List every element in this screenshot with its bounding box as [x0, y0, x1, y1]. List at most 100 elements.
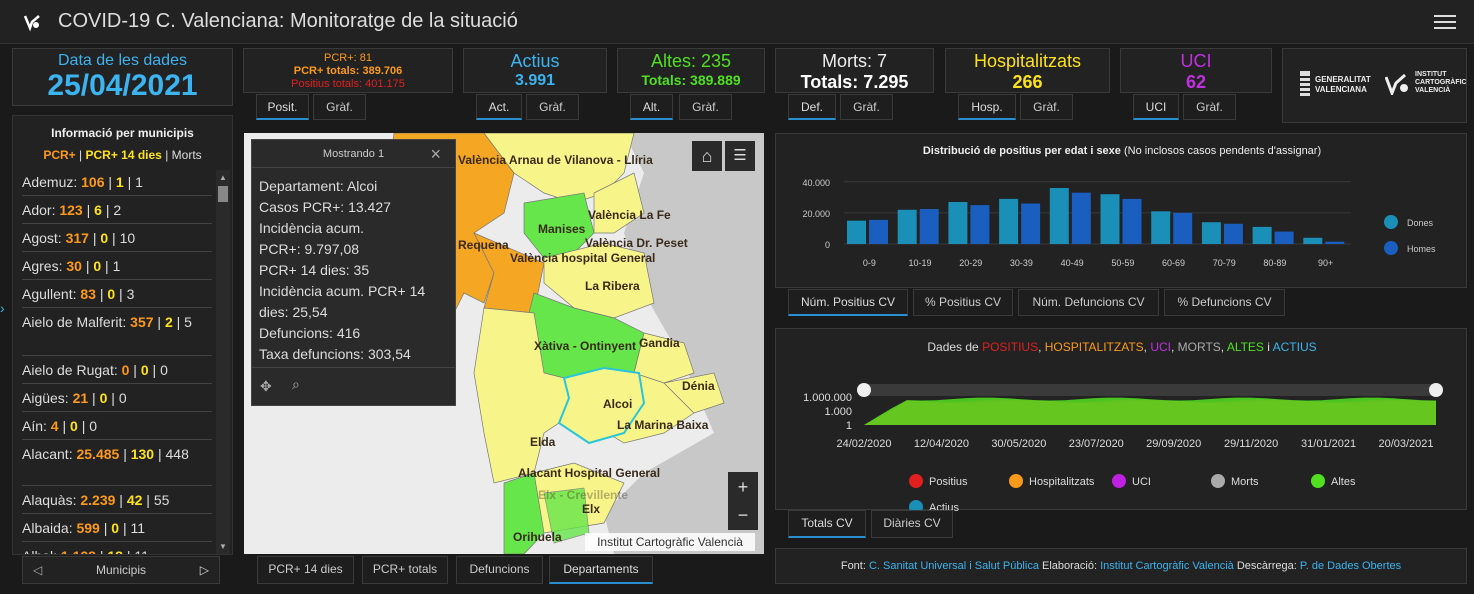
municipi-pcr14: 1 — [115, 174, 124, 190]
municipi-morts: 11 — [134, 548, 149, 554]
municipis-title: Informació per municipis — [51, 126, 194, 140]
municipi-row[interactable]: Ador: 123 | 6 | 2 — [22, 196, 212, 224]
bar-homes — [1223, 223, 1243, 244]
tab-altes-graf[interactable]: Gràf. — [679, 94, 732, 120]
tab-pcr14[interactable]: PCR+ 14 dies — [257, 556, 354, 584]
separator: | — [95, 286, 108, 302]
bar-dones — [847, 220, 866, 244]
legend-dot — [909, 500, 923, 511]
tab-pcr-totals[interactable]: PCR+ totals — [362, 556, 448, 584]
tab-pcr-graf[interactable]: Gràf. — [313, 94, 366, 120]
municipis-scrollbar[interactable]: ▲ ▼ — [216, 170, 230, 554]
scroll-thumb[interactable] — [218, 186, 228, 202]
altes-card: Altes: 235 Totals: 389.889 — [617, 48, 765, 93]
side-expand-icon[interactable]: › — [0, 300, 5, 316]
municipi-pcr14: 42 — [126, 492, 143, 508]
bar-dones — [1100, 194, 1120, 244]
x-tick-label: 80-89 — [1263, 258, 1286, 268]
tab-pct-positius[interactable]: % Positius CV — [913, 289, 1013, 316]
municipi-row[interactable]: Agres: 30 | 0 | 1 — [22, 252, 212, 280]
bar-homes — [1173, 212, 1193, 244]
x-tick-label: 12/04/2020 — [914, 438, 969, 450]
tab-def[interactable]: Def. — [788, 94, 836, 120]
tab-act[interactable]: Act. — [476, 94, 522, 120]
scroll-down-icon[interactable]: ▼ — [219, 542, 227, 551]
link-sanitat[interactable]: C. Sanitat Universal i Salut Pública — [868, 560, 1039, 572]
municipi-name: Alaquàs: — [22, 492, 81, 508]
municipi-pcr: 599 — [76, 520, 100, 536]
tab-totals-cv[interactable]: Totals CV — [788, 510, 866, 538]
hosp-label: Hospitalitzats — [973, 51, 1082, 71]
separator: | — [82, 202, 95, 218]
legend-dot — [909, 474, 923, 488]
municipi-row[interactable]: Alaquàs: 2.239 | 42 | 55 — [22, 486, 212, 514]
x-tick-label: 0-9 — [863, 258, 876, 268]
tab-uci[interactable]: UCI — [1133, 94, 1179, 120]
link-dades-obertes[interactable]: P. de Dades Obertes — [1299, 560, 1402, 572]
tab-pct-defuncions[interactable]: % Defuncions CV — [1164, 289, 1285, 316]
municipi-name: Aigües: — [22, 390, 73, 406]
x-tick-label: 31/01/2021 — [1301, 438, 1356, 450]
tab-num-defuncions[interactable]: Núm. Defuncions CV — [1018, 289, 1159, 316]
municipi-row[interactable]: Agullent: 83 | 0 | 3 — [22, 280, 212, 308]
scroll-up-icon[interactable]: ▲ — [219, 173, 227, 182]
tab-morts-graf[interactable]: Gràf. — [840, 94, 893, 120]
municipis-list[interactable]: Ademuz: 106 | 1 | 1 Ador: 123 | 6 | 2 Agos… — [12, 168, 216, 554]
age-chart-panel: Distribució de positius per edat i sexe … — [775, 133, 1467, 288]
popup-line: dies: 25,54 — [259, 304, 328, 320]
municipi-row[interactable]: Albal: 1.128 | 18 | 11 — [22, 542, 212, 554]
municipi-row[interactable]: Ademuz: 106 | 1 | 1 — [22, 168, 212, 196]
municipi-row[interactable]: Aín: 4 | 0 | 0 — [22, 412, 212, 440]
popup-line: Casos PCR+: 13.427 — [259, 199, 391, 215]
list-icon[interactable]: ☰ — [725, 141, 755, 171]
tab-hosp-graf[interactable]: Gràf. — [1020, 94, 1073, 120]
municipi-pcr14: 130 — [130, 446, 155, 462]
tab-defuncions[interactable]: Defuncions — [456, 556, 543, 584]
morts-totals: Totals: 7.295 — [800, 72, 909, 92]
municipi-row[interactable]: Agost: 317 | 0 | 10 — [22, 224, 212, 252]
bar-homes — [1274, 231, 1294, 244]
separator: | — [172, 314, 185, 330]
tab-alt[interactable]: Alt. — [630, 94, 673, 120]
tab-hosp[interactable]: Hosp. — [958, 94, 1016, 120]
map-label-alacant: Alacant Hospital General — [518, 466, 661, 480]
tab-departaments[interactable]: Departaments — [549, 556, 653, 584]
zoom-to-icon[interactable]: ⌕ — [292, 376, 300, 392]
legend-dot — [1311, 474, 1325, 488]
municipi-row[interactable]: Aielo de Malferit: 357 | 2 | 5 — [22, 308, 212, 356]
prev-arrow-icon[interactable]: ◁ — [33, 563, 43, 577]
next-arrow-icon[interactable]: ▷ — [199, 563, 209, 577]
tab-diaries-cv[interactable]: Diàries CV — [871, 510, 953, 538]
zoom-in-button[interactable]: + — [728, 472, 758, 502]
separator: | — [115, 286, 127, 302]
date-card: Data de les dades 25/04/2021 — [12, 48, 233, 106]
uci-card: UCI 62 — [1120, 48, 1272, 93]
bar-homes — [1122, 198, 1142, 244]
series-area-altes — [864, 397, 1436, 425]
close-icon[interactable]: × — [430, 144, 441, 164]
municipi-row[interactable]: Aigües: 21 | 0 | 0 — [22, 384, 212, 412]
tab-num-positius[interactable]: Núm. Positius CV — [788, 289, 908, 316]
bar-dones — [1151, 211, 1171, 244]
bar-dones — [1252, 226, 1272, 244]
home-icon[interactable]: ⌂ — [692, 141, 722, 171]
morts-label: Morts: 7 — [821, 51, 887, 71]
map-label-xativa: Xàtiva - Ontinyent — [534, 339, 637, 353]
pan-icon[interactable]: ✥ — [260, 378, 272, 394]
x-tick-label: 30-39 — [1010, 258, 1033, 268]
x-tick-label: 20-29 — [959, 258, 982, 268]
municipi-row[interactable]: Aielo de Rugat: 0 | 0 | 0 — [22, 356, 212, 384]
y-tick-label: 20.000 — [802, 209, 830, 219]
municipi-name: Agost: — [22, 230, 66, 246]
tab-posit[interactable]: Posit. — [256, 94, 309, 120]
zoom-out-button[interactable]: − — [728, 500, 758, 530]
x-tick-label: 10-19 — [909, 258, 932, 268]
tab-uci-graf[interactable]: Gràf. — [1183, 94, 1236, 120]
municipi-row[interactable]: Alacant: 25.485 | 130 | 448 — [22, 440, 212, 486]
municipi-morts: 0 — [160, 362, 168, 378]
tab-actius-graf[interactable]: Gràf. — [526, 94, 579, 120]
municipi-pcr: 83 — [80, 286, 96, 302]
municipi-row[interactable]: Albaida: 599 | 0 | 11 — [22, 514, 212, 542]
hamburger-menu-icon[interactable] — [1434, 11, 1456, 31]
link-icv[interactable]: Institut Cartogràfic Valencià — [1100, 560, 1234, 572]
